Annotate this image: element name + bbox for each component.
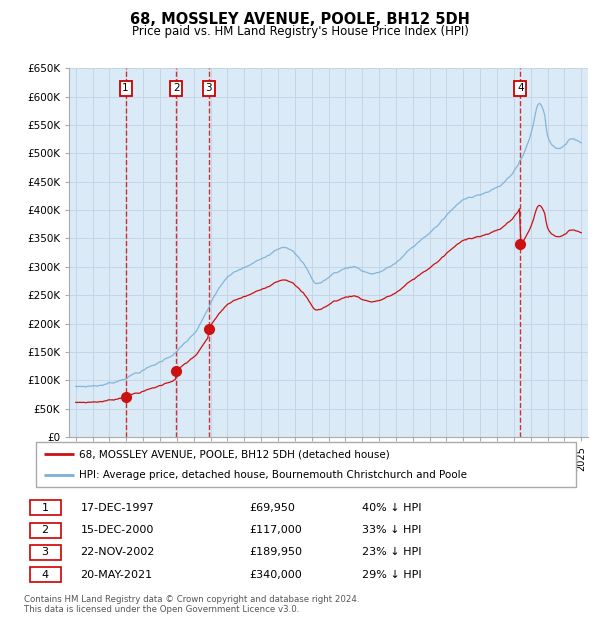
Text: 22-NOV-2002: 22-NOV-2002 xyxy=(80,547,155,557)
Text: 3: 3 xyxy=(41,547,49,557)
Text: 3: 3 xyxy=(205,84,212,94)
Text: £340,000: £340,000 xyxy=(250,570,302,580)
Text: 33% ↓ HPI: 33% ↓ HPI xyxy=(362,525,422,535)
Text: Price paid vs. HM Land Registry's House Price Index (HPI): Price paid vs. HM Land Registry's House … xyxy=(131,25,469,38)
FancyBboxPatch shape xyxy=(29,523,61,538)
Text: 1: 1 xyxy=(41,503,49,513)
Text: 29% ↓ HPI: 29% ↓ HPI xyxy=(362,570,422,580)
Text: £189,950: £189,950 xyxy=(250,547,302,557)
Text: Contains HM Land Registry data © Crown copyright and database right 2024.
This d: Contains HM Land Registry data © Crown c… xyxy=(24,595,359,614)
Text: £69,950: £69,950 xyxy=(250,503,295,513)
FancyBboxPatch shape xyxy=(36,442,576,487)
FancyBboxPatch shape xyxy=(29,545,61,560)
Text: 2: 2 xyxy=(173,84,179,94)
Text: 4: 4 xyxy=(517,84,524,94)
Text: £117,000: £117,000 xyxy=(250,525,302,535)
Text: 15-DEC-2000: 15-DEC-2000 xyxy=(80,525,154,535)
Text: 20-MAY-2021: 20-MAY-2021 xyxy=(80,570,152,580)
Text: 40% ↓ HPI: 40% ↓ HPI xyxy=(362,503,422,513)
Text: 17-DEC-1997: 17-DEC-1997 xyxy=(80,503,154,513)
Text: 68, MOSSLEY AVENUE, POOLE, BH12 5DH: 68, MOSSLEY AVENUE, POOLE, BH12 5DH xyxy=(130,12,470,27)
Text: 23% ↓ HPI: 23% ↓ HPI xyxy=(362,547,422,557)
Text: 4: 4 xyxy=(41,570,49,580)
FancyBboxPatch shape xyxy=(29,500,61,515)
FancyBboxPatch shape xyxy=(29,567,61,582)
Text: 68, MOSSLEY AVENUE, POOLE, BH12 5DH (detached house): 68, MOSSLEY AVENUE, POOLE, BH12 5DH (det… xyxy=(79,449,390,459)
Text: 1: 1 xyxy=(122,84,129,94)
Text: HPI: Average price, detached house, Bournemouth Christchurch and Poole: HPI: Average price, detached house, Bour… xyxy=(79,469,467,480)
Text: 2: 2 xyxy=(41,525,49,535)
